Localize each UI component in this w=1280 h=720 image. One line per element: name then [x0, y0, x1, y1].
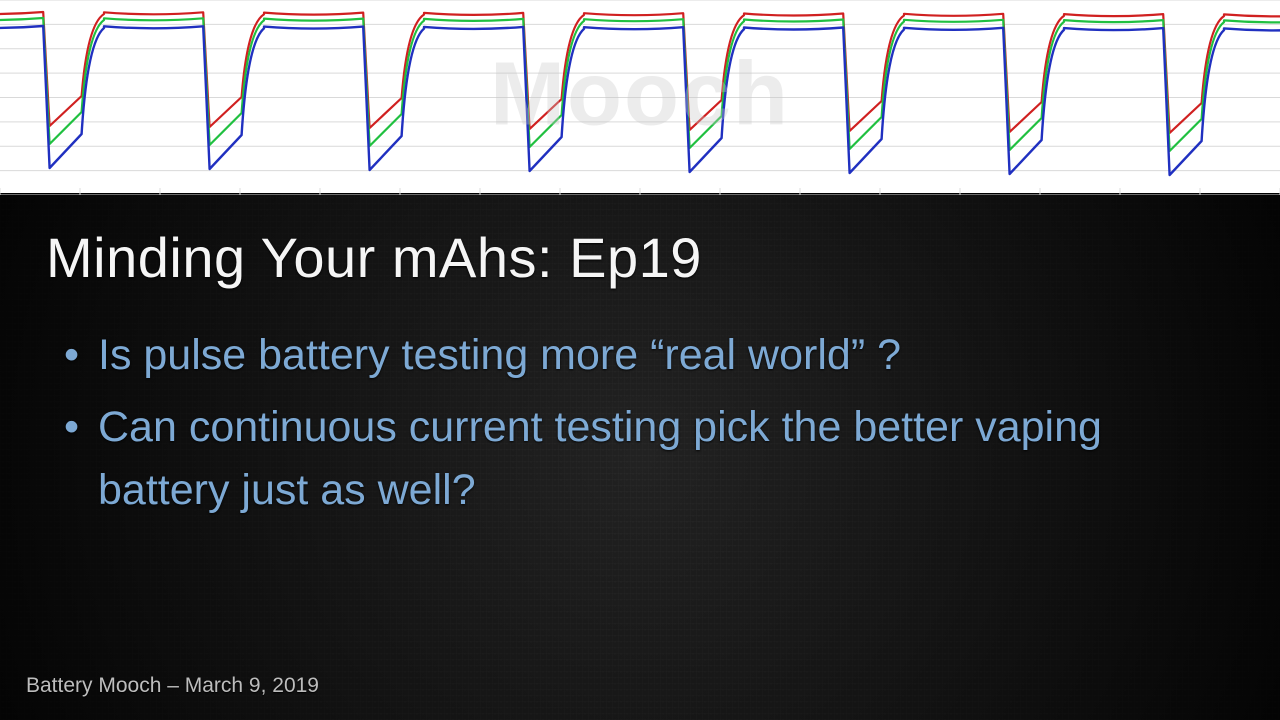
series-green — [0, 18, 1280, 153]
slide-footer: Battery Mooch – March 9, 2019 — [26, 674, 319, 698]
bullet-item: Can continuous current testing pick the … — [64, 396, 1234, 521]
bullet-list: Is pulse battery testing more “real worl… — [46, 324, 1234, 521]
pulse-chart: Mooch — [0, 0, 1280, 195]
chart-svg — [0, 0, 1280, 195]
bullet-item: Is pulse battery testing more “real worl… — [64, 324, 1234, 386]
slide-title: Minding Your mAhs: Ep19 — [46, 225, 1234, 290]
page-root: Mooch Minding Your mAhs: Ep19 Is pulse b… — [0, 0, 1280, 720]
slide-body: Minding Your mAhs: Ep19 Is pulse battery… — [0, 195, 1280, 720]
